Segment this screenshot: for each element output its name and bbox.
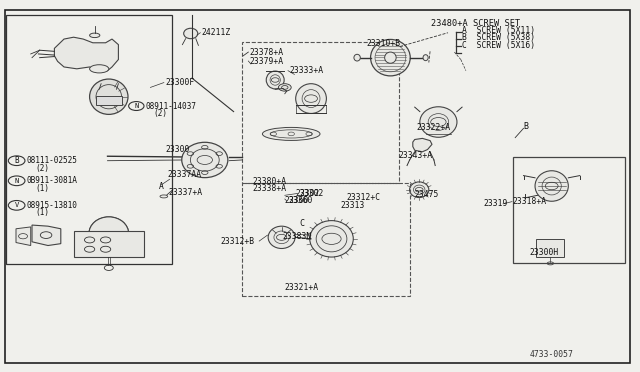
Text: C  SCREW (5X16): C SCREW (5X16) [462,41,535,49]
Text: 23300F: 23300F [165,78,195,87]
Text: C: C [299,219,304,228]
Text: 23302: 23302 [300,189,324,198]
Text: 23313: 23313 [340,201,365,210]
Ellipse shape [184,28,198,39]
Text: 08911-14037: 08911-14037 [146,102,196,110]
Text: 23343+A: 23343+A [398,151,432,160]
Text: 08915-13810: 08915-13810 [27,201,77,210]
Polygon shape [32,225,61,246]
Text: 23300: 23300 [165,145,189,154]
Text: 23302: 23302 [296,189,320,198]
Ellipse shape [90,65,109,73]
Text: 23321+A: 23321+A [285,283,319,292]
Text: 08111-02525: 08111-02525 [27,156,77,165]
Text: 23360: 23360 [285,196,309,205]
Text: 23310+B: 23310+B [366,39,400,48]
Ellipse shape [423,55,428,61]
Text: A  SCREW (5X11): A SCREW (5X11) [462,26,535,35]
Text: 23338+A: 23338+A [253,185,287,193]
Ellipse shape [262,128,320,141]
Text: 0B911-3081A: 0B911-3081A [27,176,77,185]
Ellipse shape [354,54,360,61]
Text: 23480+A SCREW SET: 23480+A SCREW SET [431,19,520,28]
Text: (2): (2) [154,109,168,118]
Ellipse shape [182,142,228,178]
Text: 23312+B: 23312+B [221,237,255,246]
Bar [536,239,564,257]
Ellipse shape [385,52,396,63]
Ellipse shape [371,39,410,76]
Ellipse shape [90,79,128,115]
Text: 23380+A: 23380+A [253,177,287,186]
Text: 23475: 23475 [415,190,439,199]
Ellipse shape [296,84,326,113]
Bar [96,96,122,105]
Bar [242,183,410,296]
Text: (1): (1) [35,184,49,193]
Ellipse shape [90,33,100,38]
Polygon shape [413,138,432,152]
Text: (1): (1) [35,208,49,217]
Bar [242,42,399,183]
Ellipse shape [535,171,568,201]
Ellipse shape [266,71,284,89]
Text: N: N [15,178,19,184]
Text: 23312+C: 23312+C [347,193,381,202]
Text: 23337AA: 23337AA [168,170,202,179]
Ellipse shape [410,182,429,198]
Text: A: A [159,182,164,191]
Text: 23333+A: 23333+A [289,66,323,75]
Text: 23322+A: 23322+A [416,123,450,132]
Text: 24211Z: 24211Z [202,28,231,37]
Polygon shape [16,227,31,246]
Circle shape [278,84,291,91]
Text: 23318+A: 23318+A [512,197,546,206]
Bar [6,15,172,264]
Text: V: V [15,202,19,208]
Text: B: B [14,156,19,165]
Text: 23379+A: 23379+A [250,57,284,65]
Text: 23383N: 23383N [283,232,312,241]
Polygon shape [54,37,118,71]
Text: 23360: 23360 [288,196,312,205]
Ellipse shape [310,221,353,257]
Text: 4733-0057: 4733-0057 [530,350,574,359]
Ellipse shape [268,226,295,248]
Text: 23337+A: 23337+A [168,188,202,197]
Text: 23300H: 23300H [530,248,559,257]
Text: N: N [134,103,138,109]
Text: B  SCREW (5X38): B SCREW (5X38) [462,33,535,42]
Text: B: B [524,122,529,131]
Text: 23378+A: 23378+A [250,48,284,57]
Text: (2): (2) [35,164,49,173]
Ellipse shape [160,195,168,198]
Ellipse shape [89,217,129,250]
Bar [513,157,625,263]
Text: 23319: 23319 [483,199,508,208]
Ellipse shape [420,107,457,137]
Bar [74,231,144,257]
